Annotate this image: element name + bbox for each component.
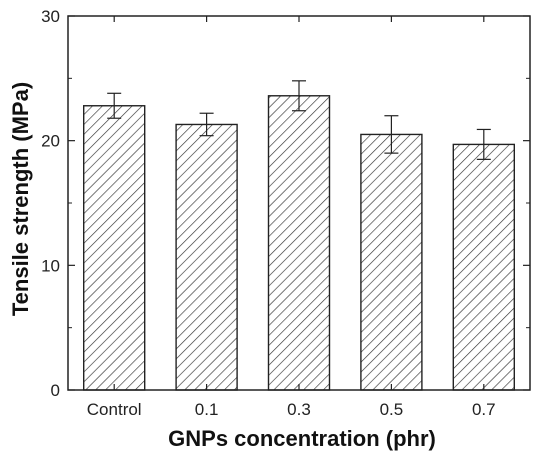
bar — [267, 95, 331, 391]
x-tick-label: Control — [87, 400, 142, 419]
ticks-layer: Control 0.1 0.3 0.5 0.7 0 10 20 30 — [41, 7, 530, 419]
x-tick-label: 0.5 — [380, 400, 404, 419]
y-axis-title: Tensile strength (MPa) — [8, 82, 33, 316]
x-tick-label: 0.7 — [472, 400, 496, 419]
bar — [360, 133, 423, 391]
bars-layer — [82, 95, 515, 391]
bar — [82, 105, 146, 391]
bar — [452, 143, 515, 391]
y-tick-label: 20 — [41, 132, 60, 151]
x-axis-title: GNPs concentration (phr) — [168, 426, 436, 451]
x-tick-label: 0.1 — [195, 400, 219, 419]
bar — [175, 123, 238, 391]
error-bars-layer — [107, 80, 491, 160]
x-tick-label: 0.3 — [287, 400, 311, 419]
y-tick-label: 10 — [41, 256, 60, 275]
y-tick-label: 0 — [51, 381, 60, 400]
y-tick-label: 30 — [41, 7, 60, 26]
